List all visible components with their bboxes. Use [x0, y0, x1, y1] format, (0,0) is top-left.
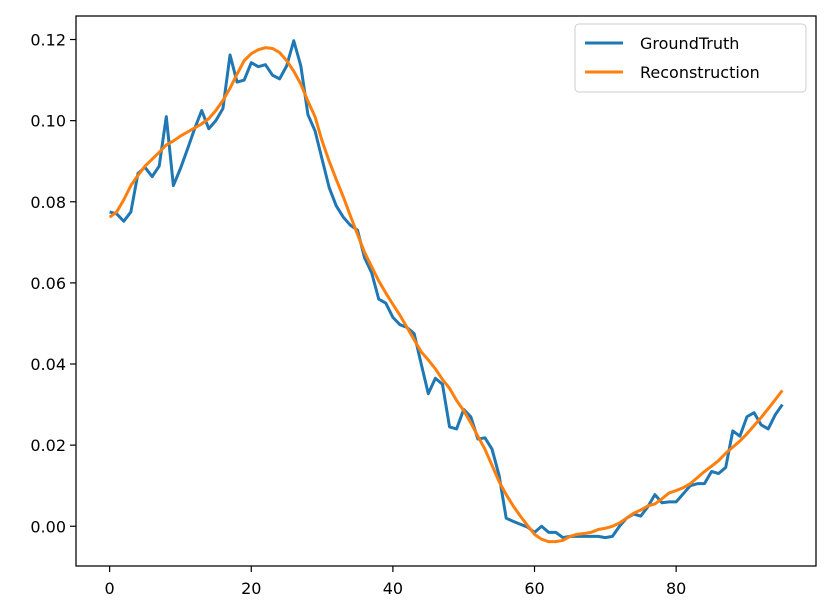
x-tick-label: 60 — [524, 579, 544, 598]
plot-frame — [75, 15, 817, 567]
y-tick-label: 0.12 — [30, 31, 66, 50]
legend: GroundTruth Reconstruction — [574, 23, 807, 93]
y-tick-label: 0.02 — [30, 436, 66, 455]
x-tick-label: 40 — [383, 579, 403, 598]
series-line-reconstruction — [108, 46, 784, 544]
y-tick-label: 0.08 — [30, 193, 66, 212]
series-line-groundtruth — [109, 39, 784, 540]
x-tick-label: 80 — [666, 579, 686, 598]
y-tick-label: 0.00 — [30, 517, 66, 536]
y-tick-label: 0.04 — [30, 355, 66, 374]
x-tick-label: 20 — [241, 579, 261, 598]
series-layer — [108, 39, 784, 544]
y-tick-label: 0.10 — [30, 112, 66, 131]
tick-layer: 0 20 40 60 80 0.00 0.02 0.04 0.06 0.08 0.10 0.12 — [30, 31, 686, 598]
y-tick-label: 0.06 — [30, 274, 66, 293]
legend-label-reconstruction: Reconstruction — [640, 63, 760, 82]
x-tick-label: 0 — [105, 579, 115, 598]
legend-label-groundtruth: GroundTruth — [640, 34, 739, 53]
legend-box — [574, 23, 807, 93]
